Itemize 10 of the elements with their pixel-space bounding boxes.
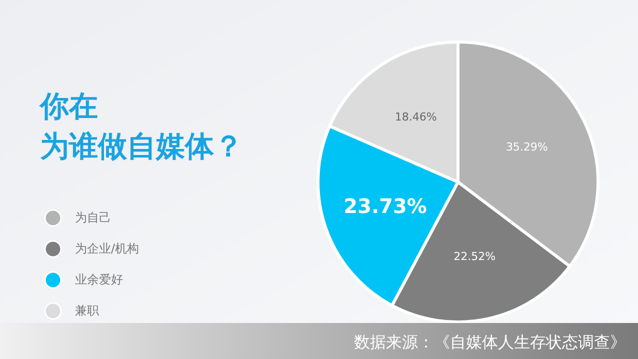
source-note: 数据来源：《自媒体人生存状态调查》 [354, 332, 626, 352]
legend-label: 为企业/机构 [75, 241, 140, 256]
legend-label: 为自己 [75, 210, 111, 224]
legend-label: 兼职 [75, 303, 99, 318]
text: 你在为谁做自媒体？ [38, 89, 243, 163]
data-label: 23.73% [344, 194, 427, 218]
legend-label: 业余爱好 [75, 272, 123, 286]
data-label: 22.52% [454, 250, 496, 264]
data-label: 18.46% [394, 110, 437, 124]
data-label: 35.29% [506, 140, 548, 154]
